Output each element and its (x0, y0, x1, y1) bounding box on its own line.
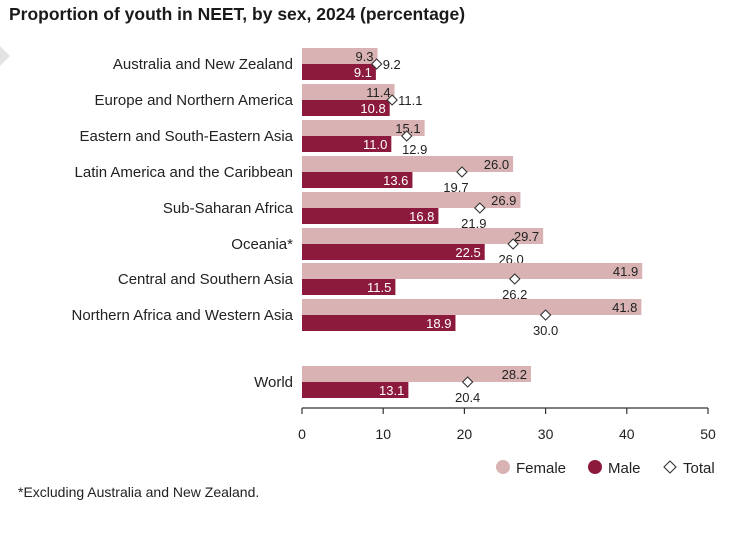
value-label-female: 15.1 (395, 121, 420, 136)
value-label-male: 13.1 (379, 383, 404, 398)
value-label-total: 19.7 (443, 180, 468, 195)
value-label-female: 11.4 (366, 85, 390, 100)
category-label: Australia and New Zealand (113, 56, 293, 73)
bar-male (302, 208, 439, 224)
total-marker-diamond (370, 58, 383, 70)
value-label-total: 9.2 (383, 57, 401, 72)
bar-male (302, 100, 390, 116)
category-label: Europe and Northern America (95, 92, 294, 109)
legend-label-male: Male (608, 460, 641, 477)
legend-label-female: Female (516, 460, 566, 477)
total-marker-diamond (507, 238, 519, 250)
category-label: World (254, 374, 293, 391)
value-label-male: 16.8 (409, 209, 434, 224)
value-label-male: 18.9 (426, 316, 451, 331)
bar-male (302, 382, 409, 398)
bar-male (302, 136, 392, 152)
nee-bar-chart: Australia and New Zealand 9.39.1 9.2 Europe… (72, 48, 716, 477)
category-label: Eastern and South-Eastern Asia (80, 128, 294, 145)
bar-female (302, 120, 425, 136)
value-label-male: 9.1 (354, 65, 372, 80)
total-marker-diamond (461, 376, 474, 388)
total-marker-diamond (474, 202, 486, 214)
chart-title: Proportion of youth in NEET, by sex, 202… (9, 4, 466, 24)
legend-swatch-female (496, 460, 510, 474)
legend-label-total: Total (683, 460, 715, 477)
bar-male (302, 172, 413, 188)
value-label-male: 11.5 (367, 280, 391, 295)
bar-male (302, 64, 376, 80)
value-label-total: 21.9 (461, 216, 486, 231)
value-label-female: 9.3 (355, 49, 373, 64)
value-label-male: 13.6 (383, 173, 408, 188)
bar-female (302, 84, 395, 100)
x-tick-label: 0 (298, 426, 306, 442)
total-marker-diamond (386, 94, 398, 106)
bar-male (302, 244, 485, 260)
bar-female (302, 192, 521, 208)
legend-swatch-male (588, 460, 602, 474)
x-tick-label: 40 (619, 426, 635, 442)
corner-arrow-icon (0, 46, 10, 66)
bar-female (302, 299, 642, 315)
value-label-male: 22.5 (455, 245, 480, 260)
bar-female (302, 48, 378, 64)
category-label: Sub-Saharan Africa (163, 200, 294, 217)
bar-female (302, 366, 531, 382)
bar-male (302, 315, 456, 331)
bar-female (302, 263, 643, 279)
total-marker-diamond (508, 273, 521, 285)
bar-female (302, 228, 544, 244)
category-label: Central and Southern Asia (118, 271, 294, 288)
value-label-female: 26.9 (491, 193, 516, 208)
x-tick-label: 50 (700, 426, 716, 442)
category-label: Latin America and the Caribbean (75, 164, 293, 181)
value-label-total: 26.2 (502, 287, 527, 302)
x-tick-label: 10 (375, 426, 391, 442)
bar-male (302, 279, 396, 295)
total-marker-diamond (400, 130, 413, 142)
category-label: Northern Africa and Western Asia (72, 307, 294, 324)
value-label-female: 29.7 (514, 229, 539, 244)
total-marker-diamond (456, 166, 468, 178)
value-label-total: 20.4 (455, 390, 480, 405)
x-tick-label: 30 (538, 426, 554, 442)
value-label-male: 11.0 (363, 137, 387, 152)
value-label-total: 12.9 (402, 142, 427, 157)
value-label-total: 11.1 (398, 93, 422, 108)
x-tick-label: 20 (457, 426, 473, 442)
category-label: Oceania* (231, 236, 293, 253)
total-marker-diamond (539, 309, 552, 321)
value-label-female: 26.0 (484, 157, 509, 172)
value-label-male: 10.8 (360, 101, 385, 116)
legend-marker-total (663, 460, 677, 474)
footnote: *Excluding Australia and New Zealand. (18, 484, 260, 500)
value-label-total: 30.0 (533, 323, 558, 338)
value-label-female: 41.9 (613, 264, 638, 279)
value-label-female: 28.2 (502, 367, 527, 382)
bar-female (302, 156, 514, 172)
value-label-female: 41.8 (612, 300, 637, 315)
